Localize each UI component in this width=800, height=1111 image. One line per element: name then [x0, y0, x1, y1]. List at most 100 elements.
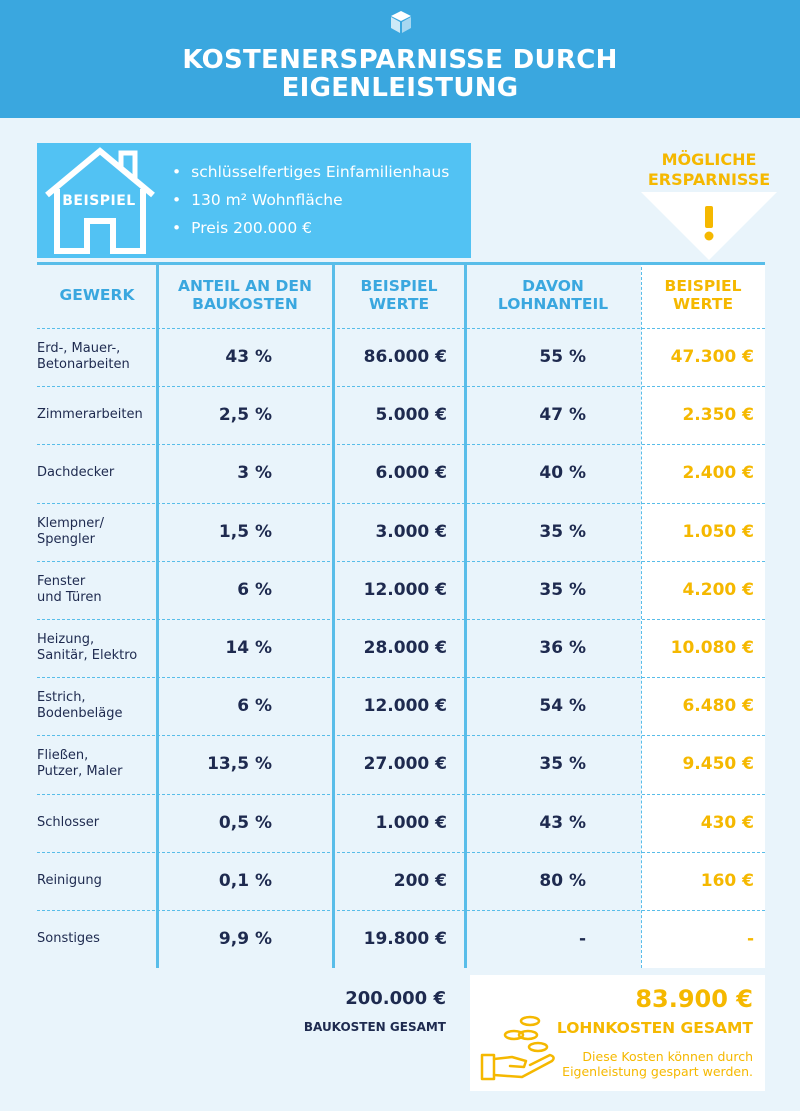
row-labor-share: 55 %	[539, 347, 586, 367]
row-trade-name-line-1: Estrich,	[37, 690, 86, 706]
page-title: KOSTENERSPARNISSE DURCH EIGENLEISTUNG	[0, 46, 800, 102]
row-saving: 4.200 €	[682, 579, 754, 600]
table-top-border	[37, 262, 765, 265]
example-item: Preis 200.000 €	[172, 217, 449, 245]
row-divider	[37, 735, 765, 737]
row-trade-name: Erd-, Mauer-, Betonarbeiten	[37, 328, 157, 386]
col-header-beispiel-line-1: BEISPIEL	[360, 277, 438, 295]
row-trade-name-line-2: Bodenbeläge	[37, 706, 123, 722]
table-row: Schlosser 0,5 % 1.000 € 43 % 430 €	[37, 794, 765, 852]
row-divider	[37, 444, 765, 446]
row-share: 3 %	[237, 463, 272, 484]
col-header-ersparnis-line-2: WERTE	[672, 295, 734, 313]
row-labor-share: 35 %	[539, 521, 586, 542]
row-trade-name-line-1: Fenster	[37, 573, 86, 589]
col-header-lohnanteil: DAVON LOHNANTEIL	[465, 262, 641, 328]
row-saving: 2.350 €	[682, 405, 754, 426]
col-header-beispiel-line-2: WERTE	[368, 295, 430, 313]
column-divider	[464, 262, 467, 968]
row-trade-name: Dachdecker	[37, 444, 157, 502]
row-divider	[37, 619, 765, 620]
row-trade-name: Fließen, Putzer, Maler	[37, 735, 157, 793]
row-trade-name: Zimmerarbeiten	[37, 386, 157, 444]
col-header-gewerk: GEWERK	[37, 262, 157, 328]
table-row: Reinigung 0,1 % 200 € 80 % 160 €	[37, 852, 765, 910]
house-icon	[45, 147, 155, 254]
row-trade-name: Reinigung	[37, 852, 157, 910]
col-header-gewerk-label: GEWERK	[59, 286, 135, 304]
row-trade-name: Fenster und Türen	[37, 561, 157, 619]
row-trade-name-line-1: Reinigung	[37, 872, 102, 888]
row-labor-share: -	[578, 929, 586, 949]
table-row: Fenster und Türen 6 % 12.000 € 35 % 4.200 €	[37, 561, 765, 619]
table-row: Estrich, Bodenbeläge 6 % 12.000 € 54 % 6.480 …	[37, 677, 765, 735]
row-trade-name-line-1: Heizung,	[37, 632, 95, 647]
savings-column-background	[641, 262, 765, 968]
col-header-beispiel: BEISPIEL WERTE	[333, 262, 465, 328]
row-example-value: 28.000 €	[363, 638, 447, 658]
row-trade-name-line-2: Betonarbeiten	[37, 357, 130, 372]
row-share: 2,5 %	[218, 405, 272, 426]
base-cost-total-label: BAUKOSTEN GESAMT	[303, 1020, 446, 1034]
example-box: BEISPIEL schlüsselfertiges Einfamilienha…	[37, 143, 471, 258]
title-line-2: EIGENLEISTUNG	[281, 73, 519, 103]
savings-header-line-2: ERSPARNISSE	[647, 170, 771, 189]
col-header-lohnanteil-line-1: DAVON	[522, 277, 584, 295]
row-share: 13,5 %	[207, 754, 272, 775]
row-share: 43 %	[225, 347, 272, 367]
row-trade-name: Klempner/Spengler	[37, 503, 157, 561]
example-label: BEISPIEL	[62, 193, 136, 209]
savings-total-value: 83.900 €	[635, 985, 753, 1013]
header-banner: KOSTENERSPARNISSE DURCH EIGENLEISTUNG	[0, 0, 800, 118]
row-trade-name: Estrich, Bodenbeläge	[37, 677, 157, 735]
row-saving: 47.300 €	[670, 347, 754, 367]
row-trade-name-line-1: Zimmerarbeiten	[37, 407, 143, 423]
table-row: Heizung, Sanitär, Elektro 14 % 28.000 € 36 %…	[37, 619, 765, 677]
row-divider	[37, 560, 765, 562]
row-labor-share: 80 %	[539, 870, 586, 891]
row-divider	[37, 910, 765, 911]
row-divider	[37, 851, 765, 853]
col-header-anteil: ANTEIL AN DEN BAUKOSTEN	[157, 262, 333, 328]
row-share: 1,5 %	[218, 521, 272, 542]
col-header-ersparnis-line-1: BEISPIEL	[664, 277, 742, 295]
row-trade-name-line-2: Sanitär, Elektro	[37, 648, 138, 663]
savings-header-line-1: MÖGLICHE	[661, 150, 757, 169]
row-example-value: 3.000 €	[375, 521, 447, 542]
row-trade-name-line-1: Dachdecker	[37, 465, 115, 481]
row-trade-name-line-1: Erd-, Mauer-,	[37, 341, 121, 356]
row-trade-name: Schlosser	[37, 794, 157, 852]
exclamation-icon	[641, 192, 777, 260]
row-divider	[37, 386, 765, 388]
cube-icon	[391, 11, 411, 33]
row-example-value: 19.800 €	[363, 929, 447, 949]
col-header-anteil-line-1: ANTEIL AN DEN	[178, 277, 312, 295]
row-share: 9,9 %	[218, 929, 272, 949]
row-trade-name-line-1: Fließen,	[37, 748, 89, 764]
row-share: 0,5 %	[218, 812, 272, 833]
base-cost-total: 200.000 €	[345, 988, 446, 1009]
row-labor-share: 43 %	[539, 812, 586, 833]
row-example-value: 86.000 €	[363, 347, 447, 367]
row-labor-share: 40 %	[539, 463, 586, 484]
row-labor-share: 36 %	[539, 638, 586, 658]
column-divider	[156, 262, 159, 968]
row-trade-name-line-1: Sonstiges	[37, 931, 100, 946]
example-item: schlüsselfertiges Einfamilienhaus	[172, 161, 449, 189]
table-row: Fließen, Putzer, Maler 13,5 % 27.000 € 35 % 9…	[37, 735, 765, 793]
col-header-ersparnis: BEISPIEL WERTE	[641, 262, 765, 328]
table-row: Zimmerarbeiten 2,5 % 5.000 € 47 % 2.350 €	[37, 386, 765, 444]
row-saving: 160 €	[700, 870, 754, 891]
row-divider	[37, 677, 765, 679]
example-list: schlüsselfertiges Einfamilienhaus 130 m²…	[172, 161, 449, 245]
savings-total-label: LOHNKOSTEN GESAMT	[556, 1019, 753, 1037]
row-trade-name: Sonstiges	[37, 910, 157, 968]
row-labor-share: 35 %	[539, 579, 586, 600]
savings-note-line-2: Eigenleistung gespart werden.	[562, 1064, 753, 1079]
row-divider	[37, 502, 765, 504]
title-line-1: KOSTENERSPARNISSE DURCH	[182, 45, 618, 75]
column-divider	[641, 262, 642, 968]
row-trade-name-line-2: Putzer, Maler	[37, 764, 123, 780]
row-saving: -	[746, 929, 754, 949]
row-saving: 1.050 €	[682, 521, 754, 542]
